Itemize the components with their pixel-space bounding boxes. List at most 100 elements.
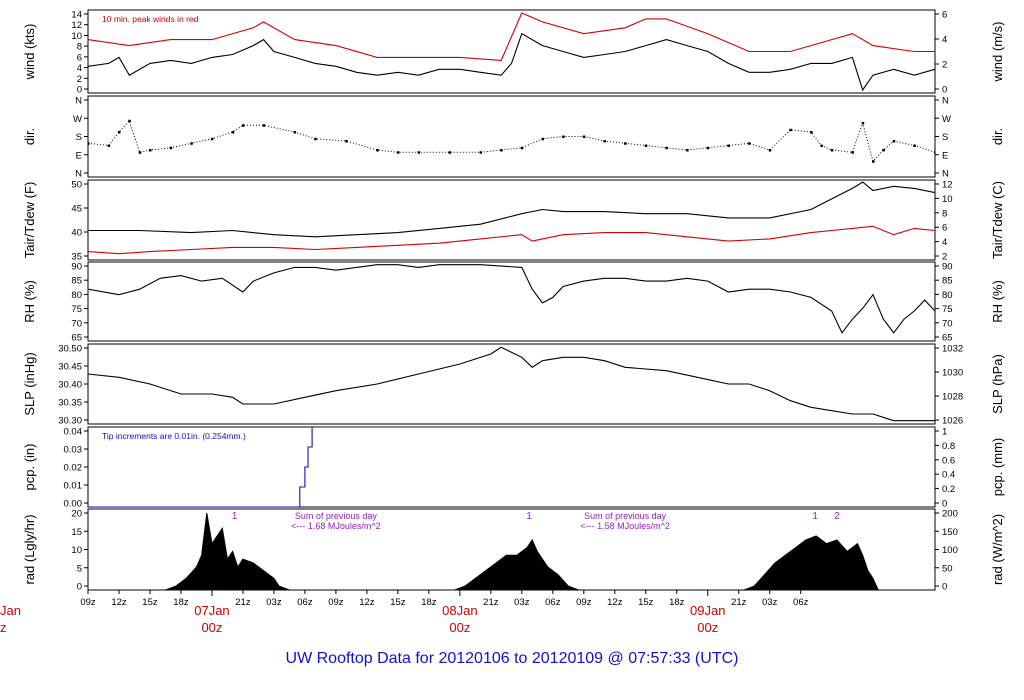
wind-ytick-right-label: 0 [942, 85, 947, 96]
temp-frame [87, 179, 936, 261]
wind-ytick-label: 0 [77, 85, 82, 96]
dir-ytick-right-label: N [942, 96, 949, 107]
day-marker-time: 00z [697, 620, 718, 635]
x-tick-label: 21z [483, 597, 499, 608]
dir-ytick-label: S [76, 132, 82, 143]
x-tick-label: 15z [638, 597, 654, 608]
wind-ytick-right-label: 2 [942, 60, 947, 71]
wind-note: 10 min. peak winds in red [102, 14, 199, 24]
dir-point [417, 151, 421, 154]
x-tick-label: 15z [142, 597, 158, 608]
slp-ytick-label: 30.30 [58, 416, 82, 427]
dir-point [748, 142, 751, 145]
dir-point [541, 137, 544, 141]
wind-ytick-label: 6 [77, 52, 82, 63]
rh-ytick-right-label: 70 [942, 318, 953, 329]
dir-point [872, 160, 875, 163]
day-marker-date: 09Jan [690, 603, 725, 618]
slp-ytick-right-label: 1030 [942, 368, 963, 379]
pcp-ytick-right-label: 0.2 [942, 484, 955, 495]
temp-ytick-label: 40 [71, 228, 82, 239]
rad-annotation: 1 [526, 511, 532, 522]
slp-panel: 30.30 30.35 30.40 30.45 30.50 1026 1028 1030 103… [22, 343, 1005, 427]
dir-point [686, 149, 689, 152]
dir-point [810, 131, 813, 134]
wind-frame [87, 9, 936, 94]
wind-ylabel-right: wind (m/s) [990, 22, 1005, 83]
pcp-ytick-label: 0.02 [64, 463, 83, 474]
rh-panel: 65 70 75 80 85 90 65 70 75 80 85 90 RH (%) RH (%) [22, 261, 1005, 344]
slp-ytick-right-label: 1026 [942, 416, 963, 427]
pcp-ytick-label: 0.04 [64, 427, 83, 438]
temp-series-Tdew [88, 225, 935, 255]
rad-series-area [165, 512, 879, 590]
pcp-ytick-label: 0.01 [64, 481, 83, 492]
temp-ytick-label: 45 [71, 204, 82, 215]
temp-ytick-label: 50 [71, 180, 82, 191]
rh-ytick-label: 75 [71, 304, 82, 315]
slp-ytick-right-label: 1032 [942, 344, 963, 355]
day-marker-date: 07Jan [194, 603, 229, 618]
wind-ytick-label: 4 [77, 63, 82, 74]
dir-point [117, 131, 121, 134]
dir-point [314, 137, 317, 141]
pcp-ytick-right-label: 1 [942, 427, 947, 438]
day-marker-time: 00z [449, 620, 470, 635]
time-axis: 09z 12z 15z 18z 21z 03z 06z 09z 12z 15z 18z 21z 03z 0… [0, 590, 809, 635]
rad-annotation: <--- 1.68 MJoules/m^2 [291, 521, 381, 531]
x-tick-label: 09z [80, 597, 96, 608]
x-tick-label: 03z [514, 597, 530, 608]
dir-point [706, 146, 710, 150]
temp-ytick-label: 35 [71, 252, 82, 263]
rh-ytick-label: 80 [71, 290, 82, 301]
dir-point [210, 137, 214, 141]
dir-point [241, 124, 245, 127]
rad-ytick-right-label: 150 [942, 527, 958, 538]
rad-annotation: Sum of previous day [295, 511, 378, 521]
temp-ytick-right-label: 6 [942, 223, 947, 234]
rad-ytick-label: 5 [77, 563, 82, 574]
edge-label-bottom: z [0, 620, 7, 635]
wind-ytick-label: 10 [71, 31, 82, 42]
x-tick-label: 18z [173, 597, 189, 608]
pcp-ylabel-right: pcp. (mm) [990, 438, 1005, 497]
x-tick-label: 03z [762, 597, 778, 608]
x-tick-label: 03z [266, 597, 282, 608]
dir-point [448, 151, 452, 154]
x-tick-label: 06z [793, 597, 809, 608]
wind-ytick-right-label: 6 [942, 10, 947, 21]
x-tick-label: 06z [297, 597, 313, 608]
rh-ytick-right-label: 85 [942, 276, 953, 287]
dir-point [520, 146, 524, 150]
dir-point [107, 144, 111, 147]
slp-ytick-label: 30.40 [58, 380, 82, 391]
edge-label-top: Jan [0, 603, 21, 618]
pcp-ytick-label: 0.03 [64, 445, 83, 456]
x-tick-label: 09z [328, 597, 344, 608]
dir-ytick-right-label: S [942, 132, 948, 143]
rad-ytick-label: 20 [71, 509, 82, 520]
x-tick-label: 18z [421, 597, 437, 608]
dir-point [396, 151, 400, 154]
dir-ytick-label: W [73, 114, 82, 125]
x-tick-label: 12z [607, 597, 623, 608]
rh-ytick-right-label: 90 [942, 262, 953, 273]
dir-point [138, 151, 142, 154]
wind-ylabel: wind (kts) [22, 24, 37, 81]
pcp-ytick-label: 0.00 [64, 499, 83, 510]
rad-ylabel: rad (Lgly/hr) [22, 514, 37, 584]
dir-ylabel-right: dir. [990, 128, 1005, 145]
dir-ytick-label: N [75, 169, 82, 180]
x-tick-label: 15z [390, 597, 406, 608]
rad-annotation: Sum of previous day [584, 511, 667, 521]
rad-ylabel-right: rad (W/m^2) [990, 514, 1005, 585]
rad-ytick-right-label: 50 [942, 563, 953, 574]
slp-frame [87, 343, 936, 425]
temp-panel: 35 40 45 50 2 4 6 8 10 12 Tair/Tdew (F) Tair/Tdew (… [22, 179, 1005, 263]
wind-series-wind-speed [88, 32, 935, 92]
dir-ylabel: dir. [22, 128, 37, 145]
wind-ytick-label: 8 [77, 42, 82, 53]
